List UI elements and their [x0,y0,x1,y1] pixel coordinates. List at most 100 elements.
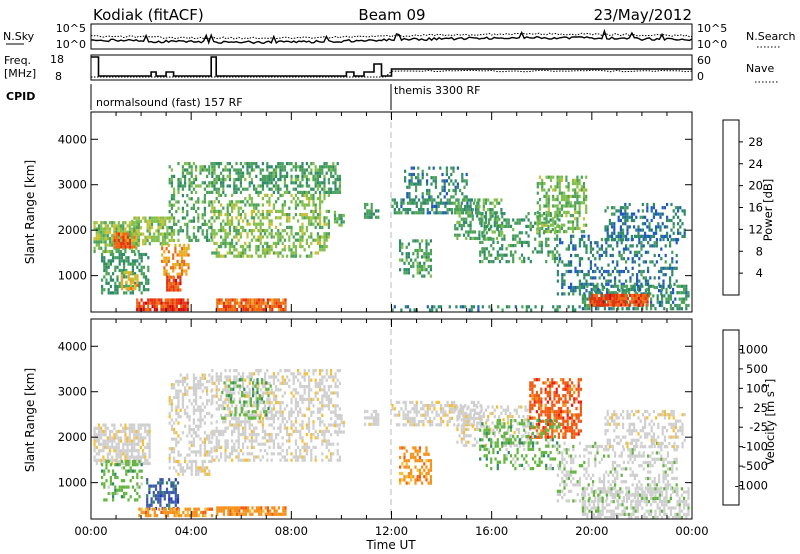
heatmap-cell [666,231,669,235]
heatmap-cell [490,244,493,248]
heatmap-cell [218,298,221,302]
heatmap-cell [104,243,107,247]
heatmap-cell [543,188,546,192]
heatmap-cell [624,218,627,223]
freq-tick-bottom: 8 [55,70,62,83]
heatmap-cell [283,245,286,249]
heatmap-cell [201,181,204,185]
heatmap-cell [177,514,181,518]
heatmap-cell [190,463,193,467]
heatmap-cell [217,445,220,449]
heatmap-cell [310,235,313,239]
heatmap-cell [681,209,684,213]
heatmap-cell [431,208,434,212]
heatmap-cell [560,175,564,179]
heatmap-cell [297,232,300,236]
heatmap-cell [556,269,559,274]
heatmap-cell [246,162,249,166]
heatmap-cell [626,206,629,210]
heatmap-cell [633,225,636,229]
heatmap-cell [130,455,134,459]
heatmap-cell [181,168,184,172]
heatmap-cell [181,165,184,169]
heatmap-cell [154,484,158,488]
heatmap-cell [607,263,610,267]
heatmap-cell [192,376,195,380]
heatmap-cell [590,287,593,292]
heatmap-cell [275,410,278,414]
heatmap-cell [419,182,422,186]
heatmap-cell [410,176,413,180]
heatmap-cell [327,181,330,185]
heatmap-cell [246,254,249,258]
heatmap-cell [246,458,249,462]
heatmap-cell [615,209,618,213]
heatmap-cell [179,278,182,282]
heatmap-cell [644,300,647,304]
heatmap-cell [619,225,622,229]
freq-label: Freq. [4,54,31,67]
heatmap-cell [264,436,267,440]
heatmap-cell [220,429,223,433]
heatmap-cell [598,257,601,261]
heatmap-cell [479,221,482,225]
heatmap-cell [325,216,328,220]
heatmap-cell [292,241,295,245]
heatmap-cell [570,241,573,245]
heatmap-cell [174,497,177,501]
heatmap-cell [652,215,655,219]
heatmap-cell [255,238,258,242]
heatmap-cell [190,165,193,169]
heatmap-cell [268,375,271,379]
heatmap-cell [253,429,256,433]
heatmap-cell [415,188,418,193]
heatmap-cell [248,452,251,456]
heatmap-cell [137,229,140,233]
heatmap-cell [174,243,177,247]
heatmap-cell [97,423,101,427]
heatmap-cell [266,241,269,245]
heatmap-cell [108,243,112,247]
heatmap-cell [126,426,129,430]
heatmap-cell [600,293,603,297]
heatmap-cell [163,272,166,276]
heatmap-cell [567,285,570,290]
heatmap-cell [364,202,367,207]
heatmap-cell [424,198,427,202]
heatmap-cell [235,254,238,258]
heatmap-cell [109,252,112,257]
heatmap-cell [177,450,180,454]
heatmap-cell [283,369,286,373]
heatmap-cell [199,510,203,514]
heatmap-cell [111,249,114,254]
heatmap-cell [667,297,670,301]
heatmap-cell [297,238,300,242]
heatmap-cell [238,304,241,308]
heatmap-cell [227,301,230,305]
heatmap-cell [607,273,610,277]
heatmap-cell [423,274,426,278]
heatmap-cell [220,209,223,213]
heatmap-cell [111,240,114,244]
heatmap-cell [479,260,482,264]
heatmap-cell [228,391,231,395]
heatmap-cell [377,209,380,213]
heatmap-cell [216,301,219,305]
heatmap-cell [208,453,211,457]
heatmap-cell [538,182,542,186]
heatmap-cell [208,190,211,194]
heatmap-cell [272,184,275,188]
heatmap-cell [617,297,621,301]
heatmap-cell [177,415,180,419]
heatmap-cell [211,455,214,459]
heatmap-cell [242,452,245,456]
heatmap-cell [281,394,284,398]
heatmap-cell [188,507,192,511]
heatmap-cell [217,254,220,258]
heatmap-cell [538,226,542,230]
heatmap-cell [666,225,669,229]
heatmap-cell [683,231,686,235]
heatmap-cell [160,298,163,302]
heatmap-cell [135,449,138,453]
heatmap-cell [244,410,247,414]
